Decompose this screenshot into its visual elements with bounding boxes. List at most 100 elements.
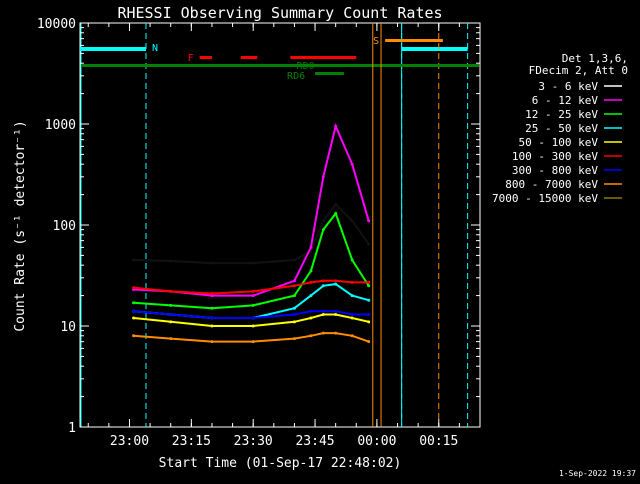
series-point-5 [367, 280, 371, 284]
series-point-6 [132, 309, 136, 313]
series-point-2 [132, 301, 136, 305]
series-point-4 [251, 324, 255, 328]
x-tick-label: 23:45 [295, 434, 334, 449]
series-point-0 [292, 258, 296, 262]
series-point-4 [350, 316, 354, 320]
series-point-0 [132, 258, 136, 262]
series-point-6 [367, 312, 371, 316]
legend-entry-label: 50 - 100 keV [519, 136, 599, 149]
series-point-6 [321, 309, 325, 313]
series-point-4 [309, 316, 313, 320]
series-point-3 [367, 298, 371, 302]
series-line-7 [133, 332, 370, 343]
y-tick-label: 1 [68, 421, 76, 436]
legend-entry-label: 12 - 25 keV [525, 108, 598, 121]
series-line-4 [133, 313, 369, 327]
series-point-2 [321, 228, 325, 232]
series-point-1 [321, 175, 325, 179]
series-point-6 [292, 312, 296, 316]
flare-bar [240, 56, 258, 59]
series-point-3 [350, 294, 354, 298]
series-point-7 [210, 340, 214, 344]
x-tick-label: 23:00 [110, 434, 149, 449]
series-point-2 [169, 303, 173, 307]
series-point-7 [132, 334, 136, 338]
series-line-5 [133, 279, 369, 295]
saa-label: S [373, 36, 379, 47]
legend-entry-label: 100 - 300 keV [512, 150, 598, 163]
series-point-0 [169, 259, 173, 263]
y-tick-label: 100 [53, 219, 76, 234]
series-point-1 [309, 245, 313, 249]
series-point-0 [210, 261, 214, 265]
series-point-0 [321, 219, 325, 223]
series-point-7 [251, 340, 255, 344]
night-label: N [152, 43, 158, 54]
x-tick-label: 23:15 [172, 434, 211, 449]
series-point-5 [321, 279, 325, 283]
saa-bar [385, 39, 443, 42]
series-point-1 [334, 124, 338, 128]
series-point-6 [210, 316, 214, 320]
series-point-4 [334, 312, 338, 316]
flare-label: F [188, 53, 194, 64]
series-point-2 [367, 284, 371, 288]
legend-header-line: FDecim 2, Att 0 [529, 64, 628, 77]
series-point-2 [334, 211, 338, 215]
flare-bar [199, 56, 212, 59]
series-point-6 [334, 309, 338, 313]
footer-date: 1-Sep-2022 19:37 [559, 469, 636, 478]
series-point-5 [334, 279, 338, 283]
series-point-6 [350, 312, 354, 316]
legend-entry-label: 25 - 50 keV [525, 122, 598, 135]
series-point-1 [350, 162, 354, 166]
series-point-1 [251, 294, 255, 298]
y-tick-label: 10 [60, 320, 76, 335]
y-axis-label: Count Rate (s⁻¹ detector⁻¹) [13, 120, 28, 331]
legend-entry-label: 3 - 6 keV [538, 80, 598, 93]
plot-frame [79, 22, 481, 428]
series-point-2 [210, 306, 214, 310]
y-tick-label: 1000 [45, 118, 76, 133]
legend-entry-label: 800 - 7000 keV [505, 178, 598, 191]
series-point-1 [292, 279, 296, 283]
series-point-2 [292, 294, 296, 298]
series-point-3 [292, 306, 296, 310]
series-point-2 [251, 303, 255, 307]
series-point-4 [210, 324, 214, 328]
series-point-5 [169, 289, 173, 293]
y-tick-label: 10000 [37, 17, 76, 32]
series-point-1 [210, 294, 214, 298]
series-point-6 [309, 309, 313, 313]
legend-entry-label: 300 - 800 keV [512, 164, 598, 177]
series-point-5 [292, 284, 296, 288]
series-point-7 [292, 337, 296, 341]
series-point-7 [350, 334, 354, 338]
series-point-5 [210, 291, 214, 295]
flare-bar [290, 56, 357, 59]
series-point-5 [132, 286, 136, 290]
series-line-1 [133, 123, 370, 297]
series-point-5 [350, 280, 354, 284]
legend-entry-label: 7000 - 15000 keV [492, 192, 598, 205]
x-axis: 23:00 23:15 23:30 23:45 00:00 00:15 [87, 23, 481, 449]
series-point-0 [251, 261, 255, 265]
series-point-7 [321, 331, 325, 335]
series-point-7 [309, 334, 313, 338]
x-axis-label: Start Time (01-Sep-17 22:48:02) [159, 456, 402, 471]
series-line-6 [133, 310, 369, 319]
x-tick-label: 00:15 [419, 434, 458, 449]
series-point-1 [367, 219, 371, 223]
chart-title: RHESSI Observing Summary Count Rates [117, 4, 442, 22]
night-bar [80, 47, 146, 51]
legend-entry-label: 6 - 12 keV [532, 94, 599, 107]
series-point-0 [367, 242, 371, 246]
series-point-6 [251, 316, 255, 320]
series-point-7 [367, 340, 371, 344]
series-point-4 [169, 320, 173, 324]
series-point-5 [251, 289, 255, 293]
rd6-label: RD6 [287, 71, 305, 82]
series-point-4 [367, 320, 371, 324]
